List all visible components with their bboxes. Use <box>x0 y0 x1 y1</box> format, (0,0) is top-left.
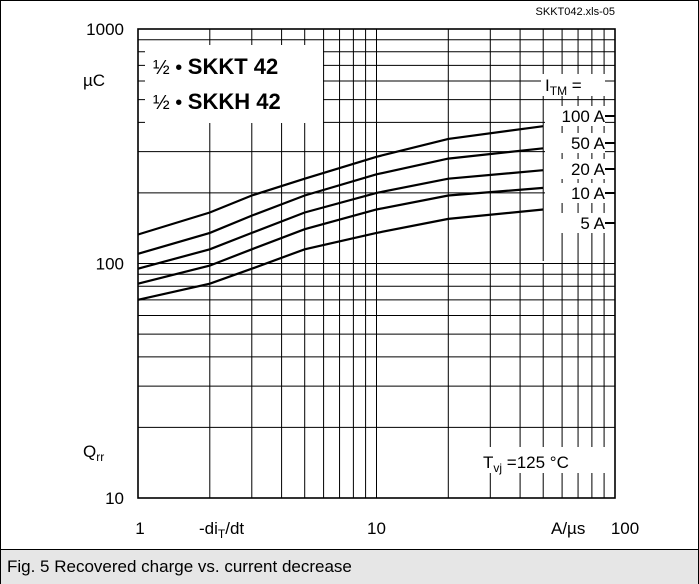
series-label-20-a: 20 A <box>571 160 606 179</box>
y-tick-label: 10 <box>105 489 124 508</box>
y-tick-label: 1000 <box>86 20 124 39</box>
x-tick-label: 1 <box>135 519 144 538</box>
chart-title-line: ½ • SKKT 42 <box>153 54 278 79</box>
series-label-bg <box>545 133 605 153</box>
x-unit: A/µs <box>551 519 585 538</box>
series-line-20-a <box>137 169 544 270</box>
figure-caption: Fig. 5 Recovered charge vs. current decr… <box>1 549 698 584</box>
series-line-100-a <box>137 125 544 236</box>
mask <box>539 261 545 263</box>
caption-text: Fig. 5 Recovered charge vs. current decr… <box>7 557 352 576</box>
x-tick-label: 10 <box>367 519 386 538</box>
title-box <box>145 45 323 123</box>
y-tick-label: 100 <box>96 255 124 274</box>
x-tick-label: 100 <box>611 519 639 538</box>
legend-title-bg <box>541 74 605 96</box>
series-label-100-a: 100 A <box>562 107 606 126</box>
series-label-10-a: 10 A <box>571 184 606 203</box>
condition-label: Tvj =125 °C <box>483 453 569 475</box>
x-axis-label: -diT/dt <box>199 519 244 541</box>
chart: SKKT042.xls-05 100 A 50 A 20 A 10 A 5 A ITM = ½… <box>83 6 639 541</box>
series-line-10-a <box>137 186 544 285</box>
chart-title-line: ½ • SKKH 42 <box>153 89 281 114</box>
series-label-bg <box>545 213 605 233</box>
series-label-bg <box>545 159 605 179</box>
legend-title: ITM = <box>545 76 582 98</box>
series-line-50-a <box>137 147 544 255</box>
source-tag: SKKT042.xls-05 <box>536 6 615 18</box>
series-line-5-a <box>137 208 544 301</box>
series-label-50-a: 50 A <box>571 134 606 153</box>
series-label-bg <box>545 106 605 126</box>
series-label-bg <box>545 183 605 203</box>
y-unit: µC <box>83 71 105 90</box>
y-axis-label: Qrr <box>83 442 104 464</box>
condition-bg <box>479 447 605 473</box>
plot-border <box>137 28 616 499</box>
series-label-5-a: 5 A <box>580 214 605 233</box>
